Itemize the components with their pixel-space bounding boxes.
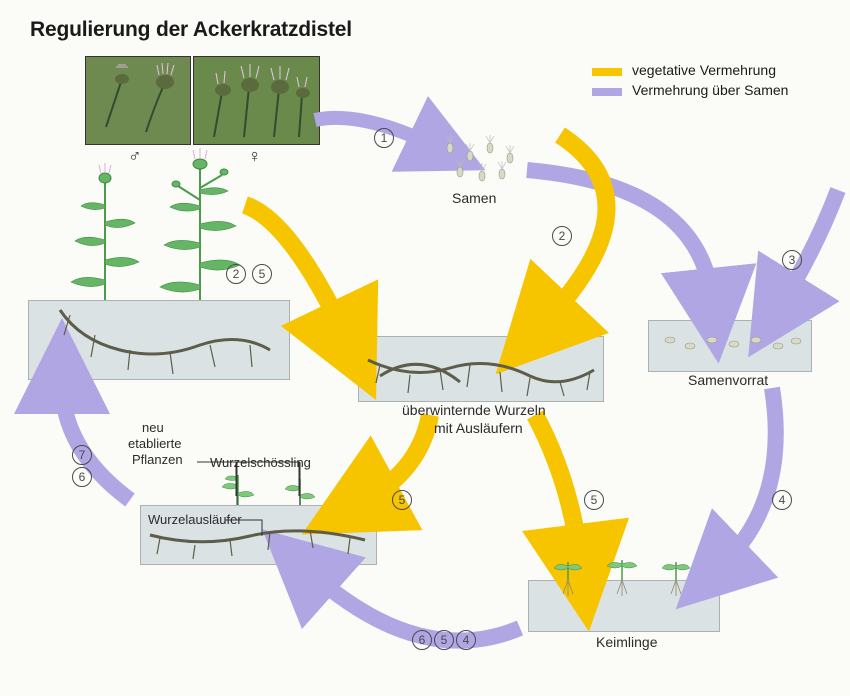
legend-swatch-vegetative (592, 68, 622, 76)
label-overwinter-roots-l1: überwinternde Wurzeln (402, 402, 546, 418)
label-wurzelauslaeufer: Wurzelausläufer (148, 512, 242, 527)
label-new-plants-l1: neu (142, 420, 164, 435)
label-seed-stock: Samenvorrat (688, 372, 768, 388)
symbol-female: ♀ (248, 146, 262, 167)
legend-label-seed: Vermehrung über Samen (632, 82, 788, 98)
number-4b: 4 (456, 630, 476, 650)
label-seedlings: Keimlinge (596, 634, 657, 650)
legend-label-vegetative: vegetative Vermehrung (632, 62, 776, 78)
soil-seed-stock (648, 320, 812, 372)
legend-swatch-seed (592, 88, 622, 96)
number-7: 7 (72, 445, 92, 465)
label-seeds: Samen (452, 190, 496, 206)
label-wurzelschoessling: Wurzelschössling (210, 455, 311, 470)
label-new-plants-l2: etablierte (128, 436, 181, 451)
number-2b: 2 (226, 264, 246, 284)
number-4a: 4 (772, 490, 792, 510)
number-5b: 5 (392, 490, 412, 510)
page-title: Regulierung der Ackerkratzdistel (30, 18, 352, 42)
soil-overwinter-roots (358, 336, 604, 402)
photo-female-thistle (193, 56, 320, 145)
number-2a: 2 (552, 226, 572, 246)
number-5a: 5 (252, 264, 272, 284)
number-6b: 6 (72, 467, 92, 487)
photo-male-thistle (85, 56, 191, 145)
number-1a: 1 (374, 128, 394, 148)
soil-seedlings (528, 580, 720, 632)
label-overwinter-roots-l2: mit Ausläufern (434, 420, 523, 436)
seeds-illustration (446, 135, 514, 181)
label-new-plants-l3: Pflanzen (132, 452, 183, 467)
soil-adult-plants (28, 300, 290, 380)
number-6a: 6 (412, 630, 432, 650)
number-3: 3 (782, 250, 802, 270)
number-5c: 5 (584, 490, 604, 510)
symbol-male: ♂ (128, 146, 142, 167)
number-5d: 5 (434, 630, 454, 650)
diagram-canvas: Regulierung der Ackerkratzdistel vegetat… (0, 0, 850, 696)
